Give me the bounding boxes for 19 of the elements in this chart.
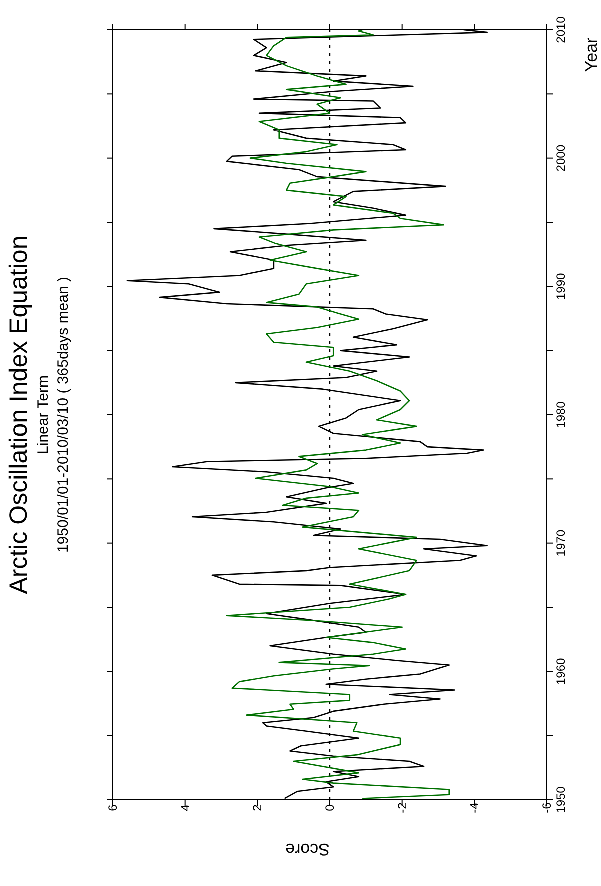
y-tick-label: 1950 [554, 786, 568, 814]
y-tick-label: 1990 [554, 272, 568, 300]
x-tick-label: -4 [468, 802, 482, 814]
x-tick-label: 0 [323, 804, 337, 812]
x-tick-label: -2 [395, 802, 410, 814]
y-axis-title: Year [582, 37, 601, 72]
y-tick-label: 1960 [554, 658, 568, 686]
text: Linear Term [34, 374, 53, 456]
y-tick-label: 1980 [554, 401, 568, 428]
x-tick-label: 4 [178, 804, 192, 812]
text: Arctic Oscillation Index Equation [4, 234, 34, 596]
y-tick-label: 2010 [554, 16, 568, 44]
x-tick-label: 6 [106, 804, 120, 812]
y-tick-label: 1970 [554, 530, 568, 557]
line-series [226, 30, 450, 800]
x-axis-title: Score [286, 840, 330, 859]
y-tick-label: 2000 [554, 144, 568, 172]
text: 1950/01/01-2010/03/10 ( 365days mean ) [54, 276, 73, 556]
x-tick-label: 2 [250, 804, 265, 812]
